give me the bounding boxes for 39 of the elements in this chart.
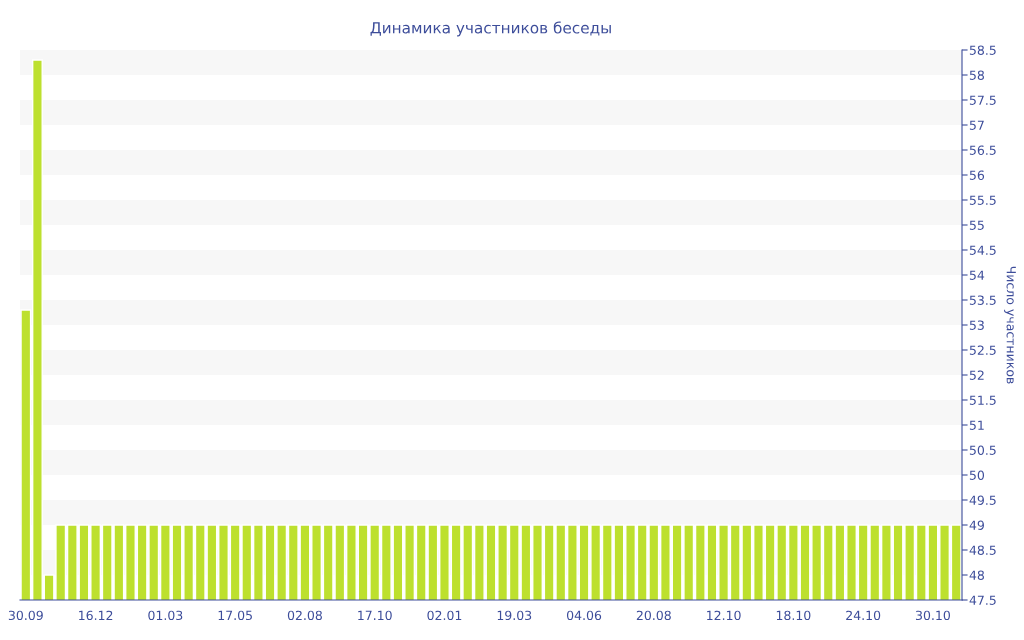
y-tick-label: 52.5	[969, 345, 996, 355]
y-tick-label: 58	[969, 70, 984, 80]
y-axis-title: Число участников	[1004, 266, 1016, 384]
x-tick-label: 04.06	[566, 610, 602, 621]
x-tick-label: 17.05	[218, 610, 252, 621]
y-tick-label: 56.5	[969, 145, 996, 155]
y-tick-label: 52	[969, 370, 984, 380]
y-tick-label: 47.5	[969, 595, 996, 605]
x-tick-label: 16.12	[79, 610, 113, 621]
x-tick-label: 19.03	[497, 610, 532, 621]
y-tick-label: 55.5	[969, 195, 996, 205]
y-tick-label: 49.5	[969, 495, 996, 505]
y-tick-label: 53	[969, 320, 984, 330]
y-tick-label: 54	[969, 270, 985, 280]
y-tick-label: 51.5	[969, 395, 996, 405]
y-tick-label: 54.5	[969, 245, 996, 255]
y-tick-label: 48.5	[969, 545, 996, 555]
y-tick-label: 50.5	[969, 445, 996, 455]
y-tick-label: 57	[969, 120, 984, 130]
x-tick-label: 01.03	[148, 610, 183, 621]
x-tick-label: 17.10	[358, 610, 392, 621]
y-tick-label: 57.5	[969, 95, 996, 105]
y-tick-label: 53.5	[969, 295, 996, 305]
chart-title: Динамика участников беседы	[370, 21, 611, 37]
x-tick-label: 12.10	[707, 610, 741, 621]
y-tick-label: 58.5	[969, 45, 996, 55]
y-tick-label: 48	[969, 570, 984, 580]
x-tick-label: 18.10	[776, 610, 811, 621]
x-tick-label: 30.10	[915, 610, 950, 621]
y-tick-label: 50	[969, 470, 985, 480]
x-tick-label: 30.09	[8, 610, 43, 621]
y-tick-label: 51	[969, 420, 984, 430]
y-tick-label: 55	[969, 220, 984, 230]
y-tick-label: 49	[969, 520, 984, 530]
x-tick-label: 24.10	[846, 610, 881, 621]
x-tick-label: 02.01	[427, 610, 462, 621]
y-tick-label: 56	[969, 170, 985, 180]
x-tick-label: 02.08	[287, 610, 322, 621]
x-tick-label: 20.08	[636, 610, 671, 621]
